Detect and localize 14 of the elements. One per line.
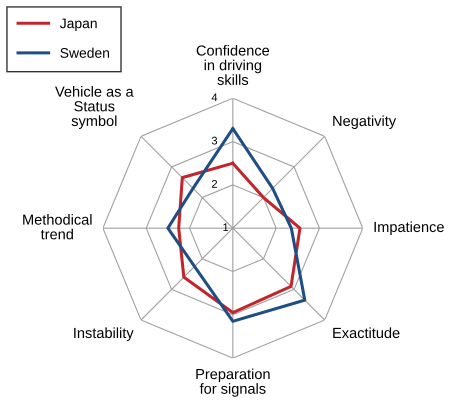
legend-label: Japan [60, 18, 97, 32]
spoke-label: Impatience [374, 221, 444, 235]
spoke-label: Confidence in driving skills [196, 44, 270, 85]
y-tick-label: 1 [223, 223, 228, 232]
y-tick-label: 4 [212, 93, 218, 102]
spoke-label: Preparation for signals [196, 368, 270, 397]
spoke-label: Vehicle as a Status symbol [55, 86, 134, 129]
spoke-label: Instability [74, 327, 134, 341]
spoke-label: Negativity [333, 115, 396, 129]
legend-label: Sweden [60, 48, 110, 58]
spoke-label: Exactitude [333, 327, 400, 338]
spoke-label: Methodical trend [23, 214, 92, 240]
y-tick-label: 3 [212, 136, 218, 145]
y-tick-label: 2 [212, 180, 218, 188]
